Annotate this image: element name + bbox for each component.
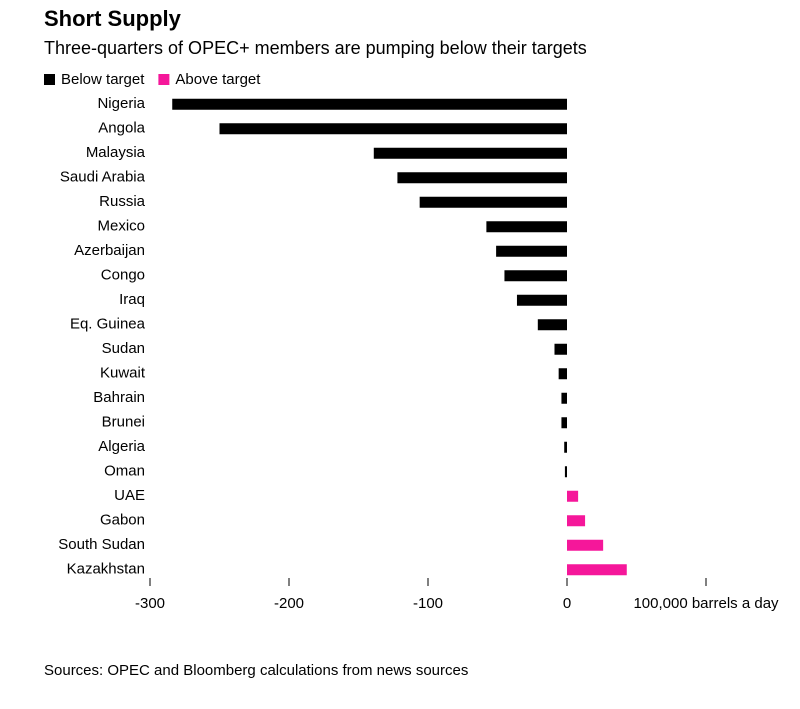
bar: [558, 368, 567, 380]
bar: [567, 490, 579, 502]
legend-label: Above target: [175, 71, 261, 88]
y-tick-label: Kuwait: [100, 365, 146, 382]
bar: [219, 123, 567, 135]
bar: [561, 392, 567, 404]
y-tick-label: Azerbaijan: [74, 242, 145, 259]
bar: [567, 564, 627, 576]
bar: [567, 539, 604, 551]
y-tick-label: Oman: [104, 463, 145, 480]
x-tick-label: -200: [274, 595, 304, 612]
bar: [172, 98, 568, 110]
y-tick-label: South Sudan: [58, 536, 145, 553]
legend-swatch: [44, 74, 55, 85]
y-tick-label: Algeria: [98, 438, 145, 455]
y-tick-label: UAE: [114, 487, 145, 504]
source-note: Sources: OPEC and Bloomberg calculations…: [44, 662, 468, 679]
y-tick-label: Saudi Arabia: [60, 169, 146, 186]
x-tick-label: 0: [563, 595, 571, 612]
y-tick-label: Nigeria: [97, 95, 145, 112]
x-tick-label: -100: [413, 595, 443, 612]
x-tick-label: -300: [135, 595, 165, 612]
bar: [397, 172, 567, 184]
bar: [419, 196, 567, 208]
chart-title: Short Supply: [44, 6, 182, 31]
bar: [564, 466, 567, 478]
bar: [516, 294, 567, 306]
y-tick-label: Congo: [101, 267, 145, 284]
y-tick-label: Kazakhstan: [67, 561, 145, 578]
y-tick-label: Angola: [98, 120, 145, 137]
bar: [504, 270, 567, 282]
y-tick-label: Malaysia: [86, 144, 146, 161]
chart-subtitle: Three-quarters of OPEC+ members are pump…: [44, 38, 587, 58]
y-tick-label: Gabon: [100, 512, 145, 529]
bar: [567, 515, 586, 527]
bar: [373, 147, 567, 159]
bar: [537, 319, 567, 331]
y-tick-label: Iraq: [119, 291, 145, 308]
bar: [561, 417, 567, 429]
bar: [554, 343, 567, 355]
bar: [486, 221, 567, 233]
y-tick-label: Eq. Guinea: [70, 316, 146, 333]
legend-swatch: [158, 74, 170, 85]
y-tick-label: Sudan: [102, 340, 145, 357]
y-tick-label: Brunei: [102, 414, 145, 431]
y-tick-label: Mexico: [97, 218, 145, 235]
bar: [496, 245, 567, 257]
legend-label: Below target: [61, 71, 145, 88]
bar: [564, 441, 567, 453]
x-tick-label: 100,000 barrels a day: [633, 595, 779, 612]
y-tick-label: Bahrain: [93, 389, 145, 406]
y-tick-label: Russia: [99, 193, 146, 210]
